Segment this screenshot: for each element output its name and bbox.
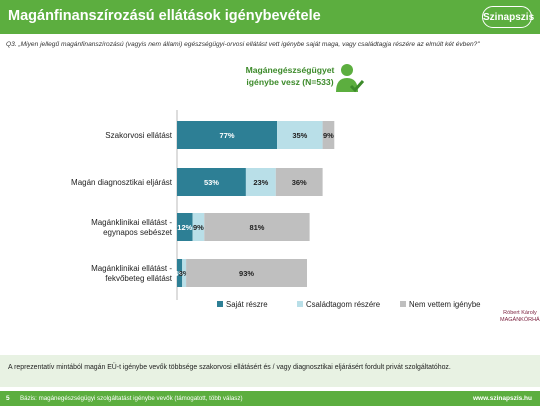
bar-value-label: 35% [292,131,307,140]
legend-swatch [217,301,223,307]
bar-segment [245,168,276,196]
bar-segment [322,121,335,149]
partner-logo: Róbert Károly MAGÁNKÓRHÁZ [500,310,540,324]
bar-segment [177,213,193,241]
category-label: Szakorvosi ellátást [105,131,172,140]
bar-segment [204,213,310,241]
legend-swatch [297,301,303,307]
bar-value-label: 77% [220,131,235,140]
bar-value-label: 93% [239,269,254,278]
category-label: fekvőbeteg ellátást [105,274,172,283]
bar-value-label: 3% [179,269,190,278]
bar-value-label: 23% [253,178,268,187]
base-label-line2: igénybe vesz (N=533) [246,77,334,87]
bar-segment [275,168,323,196]
bar-segment [177,168,246,196]
legend-label: Családtagom részére [306,300,380,309]
person-check-icon [336,64,364,93]
category-label: Magánklinikai ellátást - [91,264,172,273]
category-label: egynapos sebészet [103,228,173,237]
base-label: Magánegészségügyet igénybe vesz (N=533) [230,64,350,88]
brand-logo: Szinapszis [482,6,534,28]
base-note: Bázis: magánegészségügyi szolgáltatást i… [20,395,243,402]
category-label: Magán diagnosztikai eljárást [71,178,173,187]
category-label: Magánklinikai ellátást - [91,218,172,227]
partner-logo-line1: Róbert Károly [503,310,537,316]
summary-band [0,355,540,387]
footer-bar [0,391,540,406]
bar-value-label: 4% [174,269,185,278]
partner-logo-line2: MAGÁNKÓRHÁZ [500,317,540,323]
bar-segment [192,213,205,241]
legend-label: Saját részre [226,300,268,309]
website-link[interactable]: www.szinapszis.hu [473,395,532,402]
bar-segment [177,121,278,149]
legend-label: Nem vettem igénybe [409,300,481,309]
bar-segment [186,259,307,287]
page-number: 5 [6,395,10,402]
bar-value-label: 36% [292,178,307,187]
summary-text: A reprezentatív mintából magán EÜ-t igén… [8,364,451,371]
bar-segment [177,259,183,287]
bar-value-label: 53% [204,178,219,187]
bar-value-label: 9% [323,131,334,140]
header-bar: Magánfinanszírozású ellátások igénybevét… [0,0,540,34]
stacked-bar-chart: Szakorvosi ellátást 77% 35% 9% Magán diagnos… [71,110,481,309]
bar-segment [182,259,187,287]
bar-segment [277,121,323,149]
legend-swatch [400,301,406,307]
bar-value-label: 9% [193,223,204,232]
bar-value-label: 81% [249,223,264,232]
bar-value-label: 12% [177,223,192,232]
page-title: Magánfinanszírozású ellátások igénybevét… [8,8,321,24]
survey-question: Q3. „Miyen jellegű magánfinanszírozású (… [6,41,480,48]
base-label-line1: Magánegészségügyet [245,65,335,75]
